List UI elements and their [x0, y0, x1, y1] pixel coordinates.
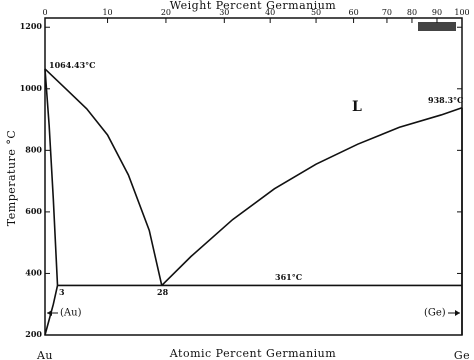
annotation: 3	[59, 287, 65, 297]
x2-tick-label: 50	[311, 8, 321, 17]
phase-boundary	[44, 68, 163, 286]
x2-tick-label: 10	[102, 8, 112, 17]
x2-tick-label: 0	[42, 8, 47, 17]
annotation: (Au)	[60, 308, 82, 319]
x-axis-title: Atomic Percent Germanium	[169, 347, 336, 360]
x2-tick-label: 100	[454, 8, 469, 17]
x2-tick-label: 20	[161, 8, 171, 17]
phase-boundary	[44, 285, 59, 336]
logo-box	[418, 22, 456, 31]
x2-tick-label: 80	[407, 8, 417, 17]
x-tick-label: Ge	[454, 349, 470, 360]
y-tick-label: 600	[25, 206, 42, 216]
x2-tick-label: 40	[265, 8, 275, 17]
annotation: 28	[157, 287, 169, 297]
y-tick-label: 1200	[20, 21, 43, 31]
y-tick-label: 800	[25, 144, 42, 154]
y-axis-title: Temperature °C	[5, 130, 18, 226]
phase-boundary	[161, 107, 463, 287]
x2-tick-label: 70	[382, 8, 392, 17]
x2-tick-label: 30	[219, 8, 229, 17]
annotation: L	[352, 99, 362, 115]
top-axis-title: Weight Percent Germanium	[170, 0, 337, 12]
annotation: 1064.43°C	[49, 60, 96, 70]
plot-frame	[44, 17, 463, 336]
annotation: 361°C	[275, 272, 302, 282]
y-tick-label: 200	[25, 329, 42, 339]
arrow-head	[455, 310, 460, 316]
y-tick-label: 400	[25, 267, 42, 277]
x2-tick-label: 90	[432, 8, 442, 17]
x2-tick-label: 60	[348, 8, 358, 17]
annotation: (Ge)	[424, 308, 446, 319]
phase-boundary	[44, 68, 59, 286]
x-tick-label: Au	[36, 349, 53, 360]
annotation: 938.3°C	[428, 95, 463, 105]
y-tick-label: 1000	[20, 83, 43, 93]
